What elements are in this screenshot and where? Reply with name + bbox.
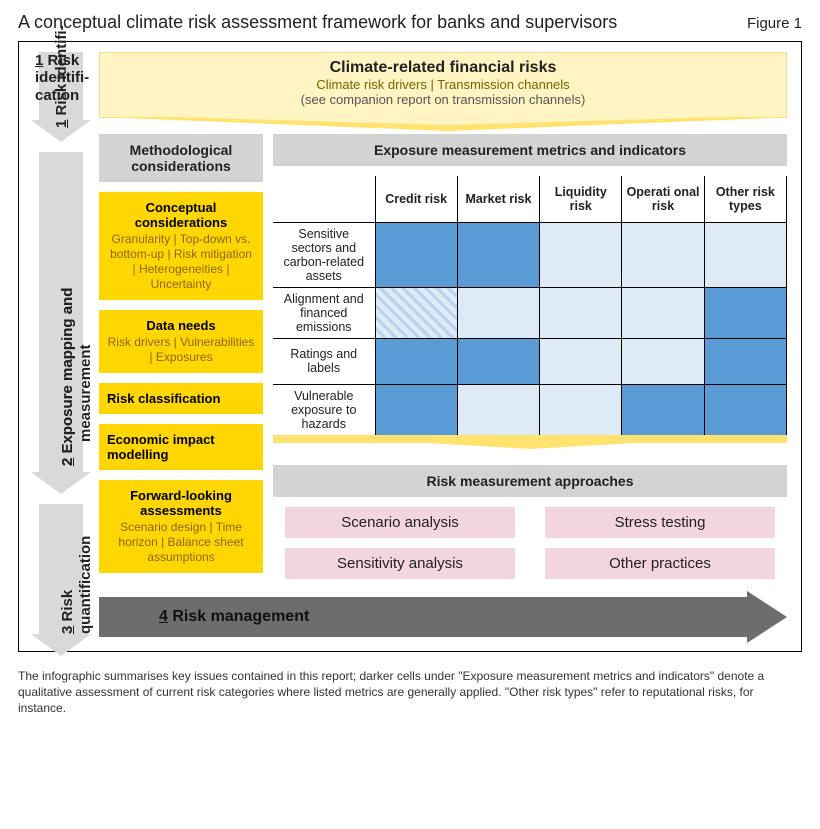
- matrix-col-4: Other risk types: [704, 176, 786, 222]
- matrix-cell-3-0: [375, 384, 457, 435]
- box-econ-head: Economic impact modelling: [107, 432, 255, 462]
- matrix-cell-2-2: [540, 338, 622, 384]
- matrix-cell-2-4: [704, 338, 786, 384]
- banner-subtitle: Climate risk drivers | Transmission chan…: [110, 77, 776, 92]
- matrix-cell-1-3: [622, 287, 704, 338]
- matrix-cell-0-1: [457, 222, 539, 287]
- approaches-grid: Scenario analysis Stress testing Sensiti…: [273, 497, 787, 583]
- matrix-row-label-1: Alignment and financed emissions: [273, 287, 375, 338]
- box-conceptual-sub: Granularity | Top-down vs. bottom-up | R…: [107, 232, 255, 292]
- matrix-cell-1-0: [375, 287, 457, 338]
- matrix-cell-1-4: [704, 287, 786, 338]
- content-area: Climate-related financial risks Climate …: [99, 52, 787, 637]
- box-riskclass: Risk classification: [99, 383, 263, 414]
- box-data: Data needs Risk drivers | Vulnerabilitie…: [99, 310, 263, 373]
- stage3-label-2: quantification: [77, 536, 94, 634]
- matrix-cell-3-2: [540, 384, 622, 435]
- matrix-cell-3-3: [622, 384, 704, 435]
- right-col-head: Exposure measurement metrics and indicat…: [273, 134, 787, 166]
- stage2-label-2: measurement: [77, 344, 94, 442]
- stage4-label: Risk management: [172, 608, 309, 626]
- matrix-cell-0-3: [622, 222, 704, 287]
- matrix-cell-3-4: [704, 384, 786, 435]
- stage3-label: 3 Risk: [59, 590, 76, 634]
- stage1-label-text: 1 Risk identifi-cation: [35, 52, 87, 104]
- box-fwd-head: Forward-looking assessments: [107, 488, 255, 518]
- matrix-cell-0-2: [540, 222, 622, 287]
- matrix-cell-2-0: [375, 338, 457, 384]
- banner-note: (see companion report on transmission ch…: [110, 92, 776, 107]
- approach-2: Sensitivity analysis: [285, 548, 515, 579]
- figure-caption: The infographic summarises key issues co…: [18, 668, 802, 717]
- banner-title: Climate-related financial risks: [110, 59, 776, 77]
- diagram-frame: 1 Risk identifi- 1 Risk identifi-cation …: [18, 41, 802, 652]
- top-banner: Climate-related financial risks Climate …: [99, 52, 787, 118]
- matrix-col-3: Operati onal risk: [622, 176, 704, 222]
- matrix-col-1: Market risk: [457, 176, 539, 222]
- box-conceptual: Conceptual considerations Granularity | …: [99, 192, 263, 300]
- box-fwd-sub: Scenario design | Time horizon | Balance…: [107, 520, 255, 565]
- box-conceptual-head: Conceptual considerations: [107, 200, 255, 230]
- matrix-cell-0-0: [375, 222, 457, 287]
- matrix-row-label-2: Ratings and labels: [273, 338, 375, 384]
- matrix-row-label-0: Sensitive sectors and carbon-related ass…: [273, 222, 375, 287]
- box-riskclass-head: Risk classification: [107, 391, 255, 406]
- box-econ: Economic impact modelling: [99, 424, 263, 470]
- stage-rail: 1 Risk identifi- 1 Risk identifi-cation …: [33, 52, 89, 637]
- matrix-cell-3-1: [457, 384, 539, 435]
- matrix-col-2: Liquidity risk: [540, 176, 622, 222]
- approach-3: Other practices: [545, 548, 775, 579]
- stage4-arrow: 4 Risk management: [99, 597, 787, 637]
- box-fwd: Forward-looking assessments Scenario des…: [99, 480, 263, 573]
- matrix-cell-1-2: [540, 287, 622, 338]
- approaches-head: Risk measurement approaches: [273, 465, 787, 497]
- figure-number: Figure 1: [747, 15, 802, 32]
- matrix-cell-0-4: [704, 222, 786, 287]
- stage2-label-main: 2 Exposure mapping and: [59, 288, 76, 466]
- box-data-head: Data needs: [107, 318, 255, 333]
- matrix-row-label-3: Vulnerable exposure to hazards: [273, 384, 375, 435]
- approach-0: Scenario analysis: [285, 507, 515, 538]
- approach-1: Stress testing: [545, 507, 775, 538]
- matrix-cell-1-1: [457, 287, 539, 338]
- matrix-arrow-down: [273, 435, 787, 449]
- left-col-head: Methodological considerations: [99, 134, 263, 182]
- box-data-sub: Risk drivers | Vulnerabilities | Exposur…: [107, 335, 255, 365]
- figure-title: A conceptual climate risk assessment fra…: [18, 12, 617, 33]
- exposure-matrix: Credit risk Market risk Liquidity risk O…: [273, 176, 787, 436]
- matrix-cell-2-1: [457, 338, 539, 384]
- matrix-col-0: Credit risk: [375, 176, 457, 222]
- matrix-cell-2-3: [622, 338, 704, 384]
